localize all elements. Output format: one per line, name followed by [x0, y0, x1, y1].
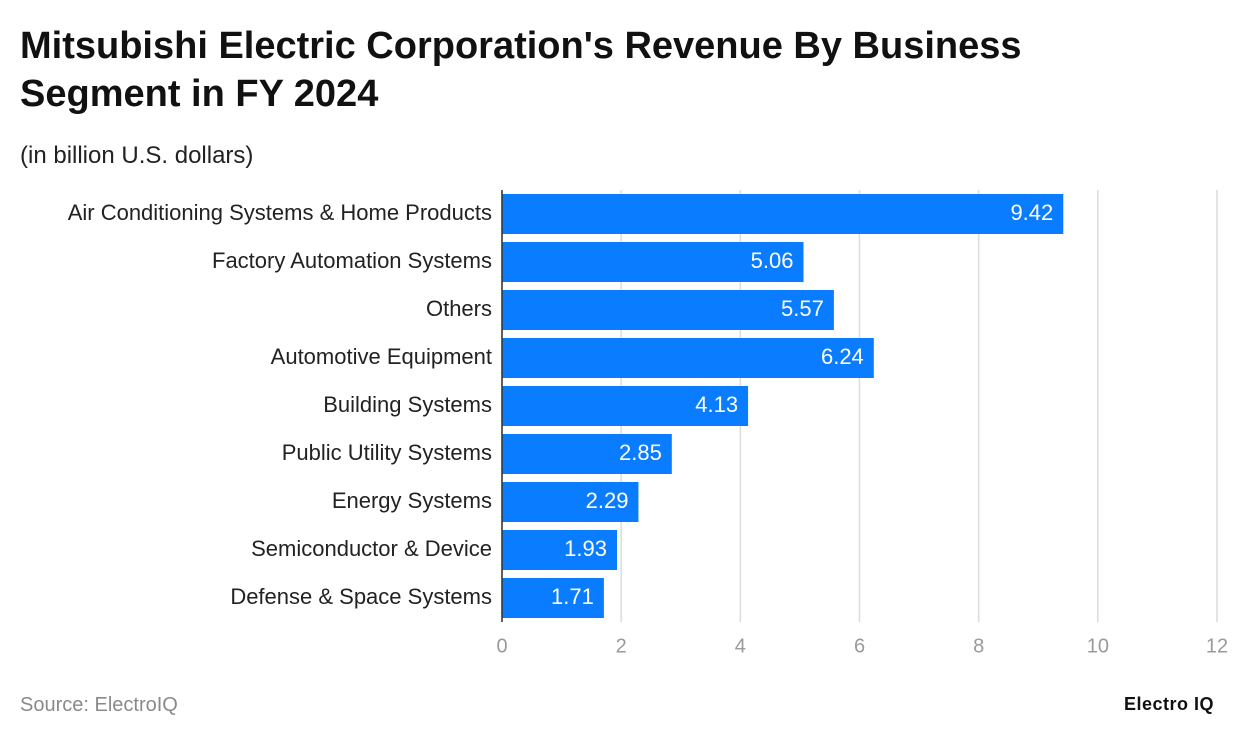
data-label: 1.93: [564, 536, 607, 561]
data-label: 1.71: [551, 584, 594, 609]
data-label: 4.13: [695, 392, 738, 417]
source: Source: ElectroIQ: [20, 694, 178, 716]
y-tick-label: Defense & Space Systems: [230, 584, 492, 609]
y-tick-label: Semiconductor & Device: [251, 536, 492, 561]
bar: [502, 434, 672, 474]
data-label: 9.42: [1010, 200, 1053, 225]
bar: [502, 482, 639, 522]
data-label: 6.24: [821, 344, 864, 369]
data-label: 2.85: [619, 440, 662, 465]
bar: [502, 386, 749, 426]
x-tick-label: 12: [1206, 635, 1228, 657]
bar: [502, 338, 874, 378]
brand-logo: Electro IQ: [1123, 694, 1214, 714]
x-tick-label: 2: [616, 635, 627, 657]
y-tick-label: Building Systems: [323, 392, 492, 417]
bar: [502, 242, 804, 282]
y-tick-label: Energy Systems: [332, 488, 492, 513]
bar: [502, 530, 617, 570]
y-tick-label: Air Conditioning Systems & Home Products: [68, 200, 492, 225]
x-tick-label: 10: [1087, 635, 1109, 657]
data-label: 2.29: [586, 488, 629, 513]
y-tick-label: Automotive Equipment: [271, 344, 492, 369]
data-label: 5.06: [751, 248, 794, 273]
x-tick-label: 6: [854, 635, 865, 657]
chart-title: Mitsubishi Electric Corporation's Revenu…: [20, 25, 1022, 115]
bar: [502, 290, 834, 330]
bar: [502, 194, 1064, 234]
x-tick-label: 8: [973, 635, 984, 657]
bar: [502, 578, 604, 618]
data-label: 5.57: [781, 296, 824, 321]
y-tick-label: Public Utility Systems: [282, 440, 492, 465]
x-tick-label: 0: [496, 635, 507, 657]
x-tick-label: 4: [735, 635, 746, 657]
y-tick-label: Factory Automation Systems: [212, 248, 492, 273]
y-tick-label: Others: [426, 296, 492, 321]
chart-subtitle: (in billion U.S. dollars): [20, 142, 254, 169]
